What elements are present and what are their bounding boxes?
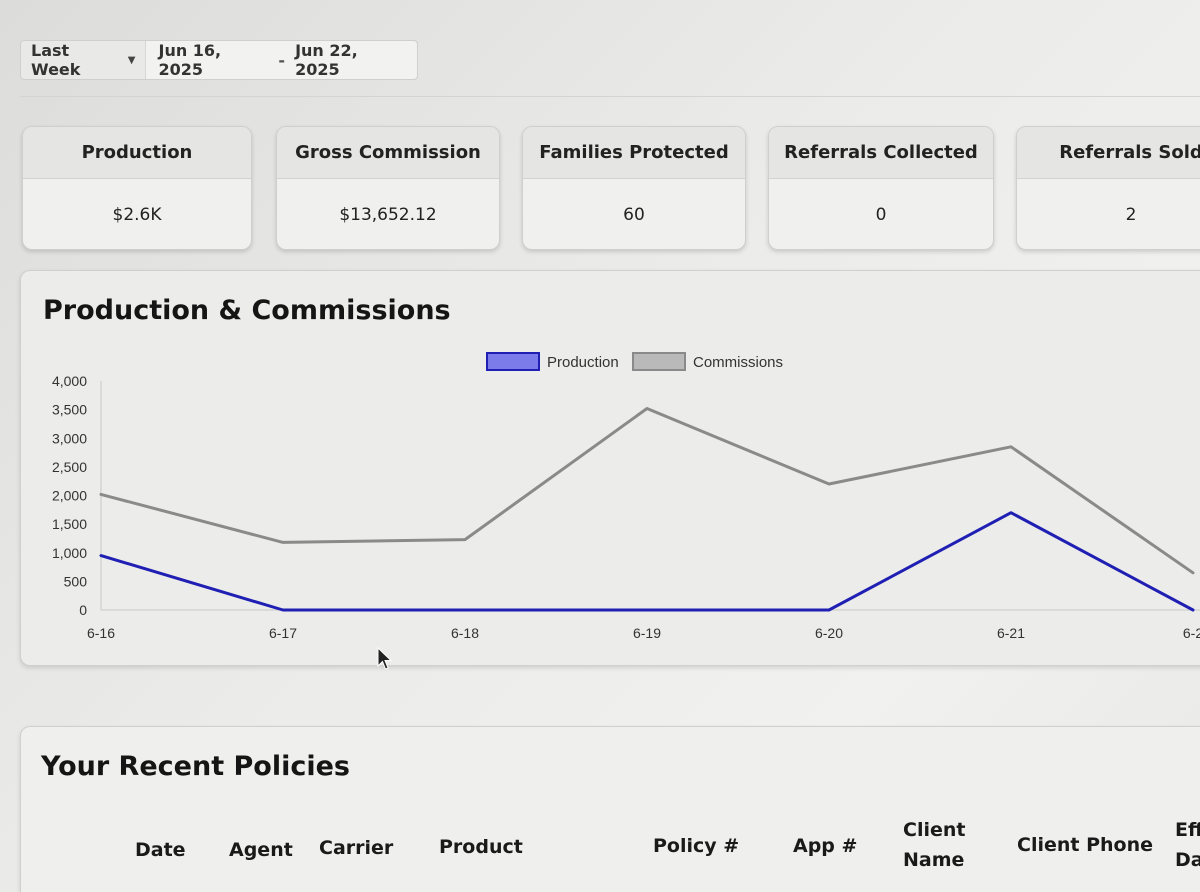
y-tick-label: 1,000 <box>52 545 87 561</box>
date-range-inputs: Jun 16, 2025 - Jun 22, 2025 <box>145 41 417 79</box>
stat-card-referrals-sold: Referrals Sold 2 <box>1016 126 1200 250</box>
x-tick-label: 6-20 <box>815 625 843 641</box>
column-header-effective-date[interactable]: Eff Da <box>1175 815 1200 875</box>
stat-card-referrals-collected: Referrals Collected 0 <box>768 126 994 250</box>
x-tick-label: 6-17 <box>269 625 297 641</box>
production-commissions-chart: 0 500 1,000 1,500 2,000 2,500 3,000 3,500 4,000 6… <box>52 352 1200 641</box>
mouse-pointer-icon <box>377 646 393 670</box>
column-header-client-line1: Client <box>903 819 966 841</box>
stat-value: 2 <box>1125 205 1137 225</box>
recent-policies-panel: Your Recent Policies Date Agent Carrier … <box>20 726 1200 892</box>
column-header-eff-line2: Da <box>1175 849 1200 871</box>
column-header-product[interactable]: Product <box>439 836 523 858</box>
stat-label: Referrals Collected <box>769 127 993 179</box>
chart-title: Production & Commissions <box>43 295 451 326</box>
range-preset-label: Last Week <box>31 41 81 79</box>
column-header-agent[interactable]: Agent <box>229 839 293 861</box>
column-header-app-number[interactable]: App # <box>793 835 858 857</box>
x-tick-label: 6-2 <box>1183 625 1200 641</box>
stat-value: 0 <box>875 205 887 225</box>
divider <box>20 96 1200 97</box>
stat-label: Production <box>23 127 251 179</box>
date-separator: - <box>278 50 286 70</box>
column-header-policy-number[interactable]: Policy # <box>653 835 740 857</box>
series-line-commissions <box>99 407 1195 575</box>
column-header-eff-line1: Eff <box>1175 819 1200 841</box>
x-tick-label: 6-19 <box>633 625 661 641</box>
range-preset-dropdown[interactable]: Last Week ▼ <box>21 41 145 79</box>
column-header-client-phone[interactable]: Client Phone <box>1017 834 1153 856</box>
stat-card-production: Production $2.6K <box>22 126 252 250</box>
date-range-selector: Last Week ▼ Jun 16, 2025 - Jun 22, 2025 <box>20 40 418 80</box>
end-date-input[interactable]: Jun 22, 2025 <box>295 41 358 79</box>
y-tick-label: 4,000 <box>52 373 87 389</box>
column-header-carrier[interactable]: Carrier <box>319 837 394 859</box>
y-tick-label: 0 <box>79 602 87 618</box>
stat-value: $13,652.12 <box>339 205 437 225</box>
stat-card-gross-commission: Gross Commission $13,652.12 <box>276 126 500 250</box>
y-tick-label: 3,500 <box>52 402 87 418</box>
column-header-date[interactable]: Date <box>135 839 186 861</box>
y-tick-label: 1,500 <box>52 516 87 532</box>
y-tick-label: 500 <box>64 573 88 589</box>
caret-down-icon: ▼ <box>127 54 136 66</box>
legend-swatch-commissions <box>632 352 686 371</box>
policies-title: Your Recent Policies <box>41 751 350 782</box>
legend-swatch-production <box>486 352 540 371</box>
stat-label: Gross Commission <box>277 127 499 179</box>
y-tick-label: 3,000 <box>52 430 87 446</box>
column-header-client-name[interactable]: Client Name <box>903 815 965 875</box>
stat-label: Referrals Sold <box>1017 127 1200 179</box>
stat-value: $2.6K <box>112 205 162 225</box>
x-tick-label: 6-21 <box>997 625 1025 641</box>
x-tick-label: 6-16 <box>87 625 115 641</box>
stat-card-families-protected: Families Protected 60 <box>522 126 746 250</box>
start-date-input[interactable]: Jun 16, 2025 <box>158 41 222 79</box>
stat-value: 60 <box>623 205 645 225</box>
y-tick-label: 2,000 <box>52 488 87 504</box>
legend-label-commissions: Commissions <box>693 354 783 371</box>
chart-panel: Production & Commissions 0 500 1,000 1,500 2… <box>20 270 1200 666</box>
stat-label: Families Protected <box>523 127 745 179</box>
series-line-production <box>99 511 1195 612</box>
x-tick-label: 6-18 <box>451 625 479 641</box>
column-header-client-line2: Name <box>903 849 965 871</box>
y-tick-label: 2,500 <box>52 459 87 475</box>
legend-label-production: Production <box>547 354 619 371</box>
